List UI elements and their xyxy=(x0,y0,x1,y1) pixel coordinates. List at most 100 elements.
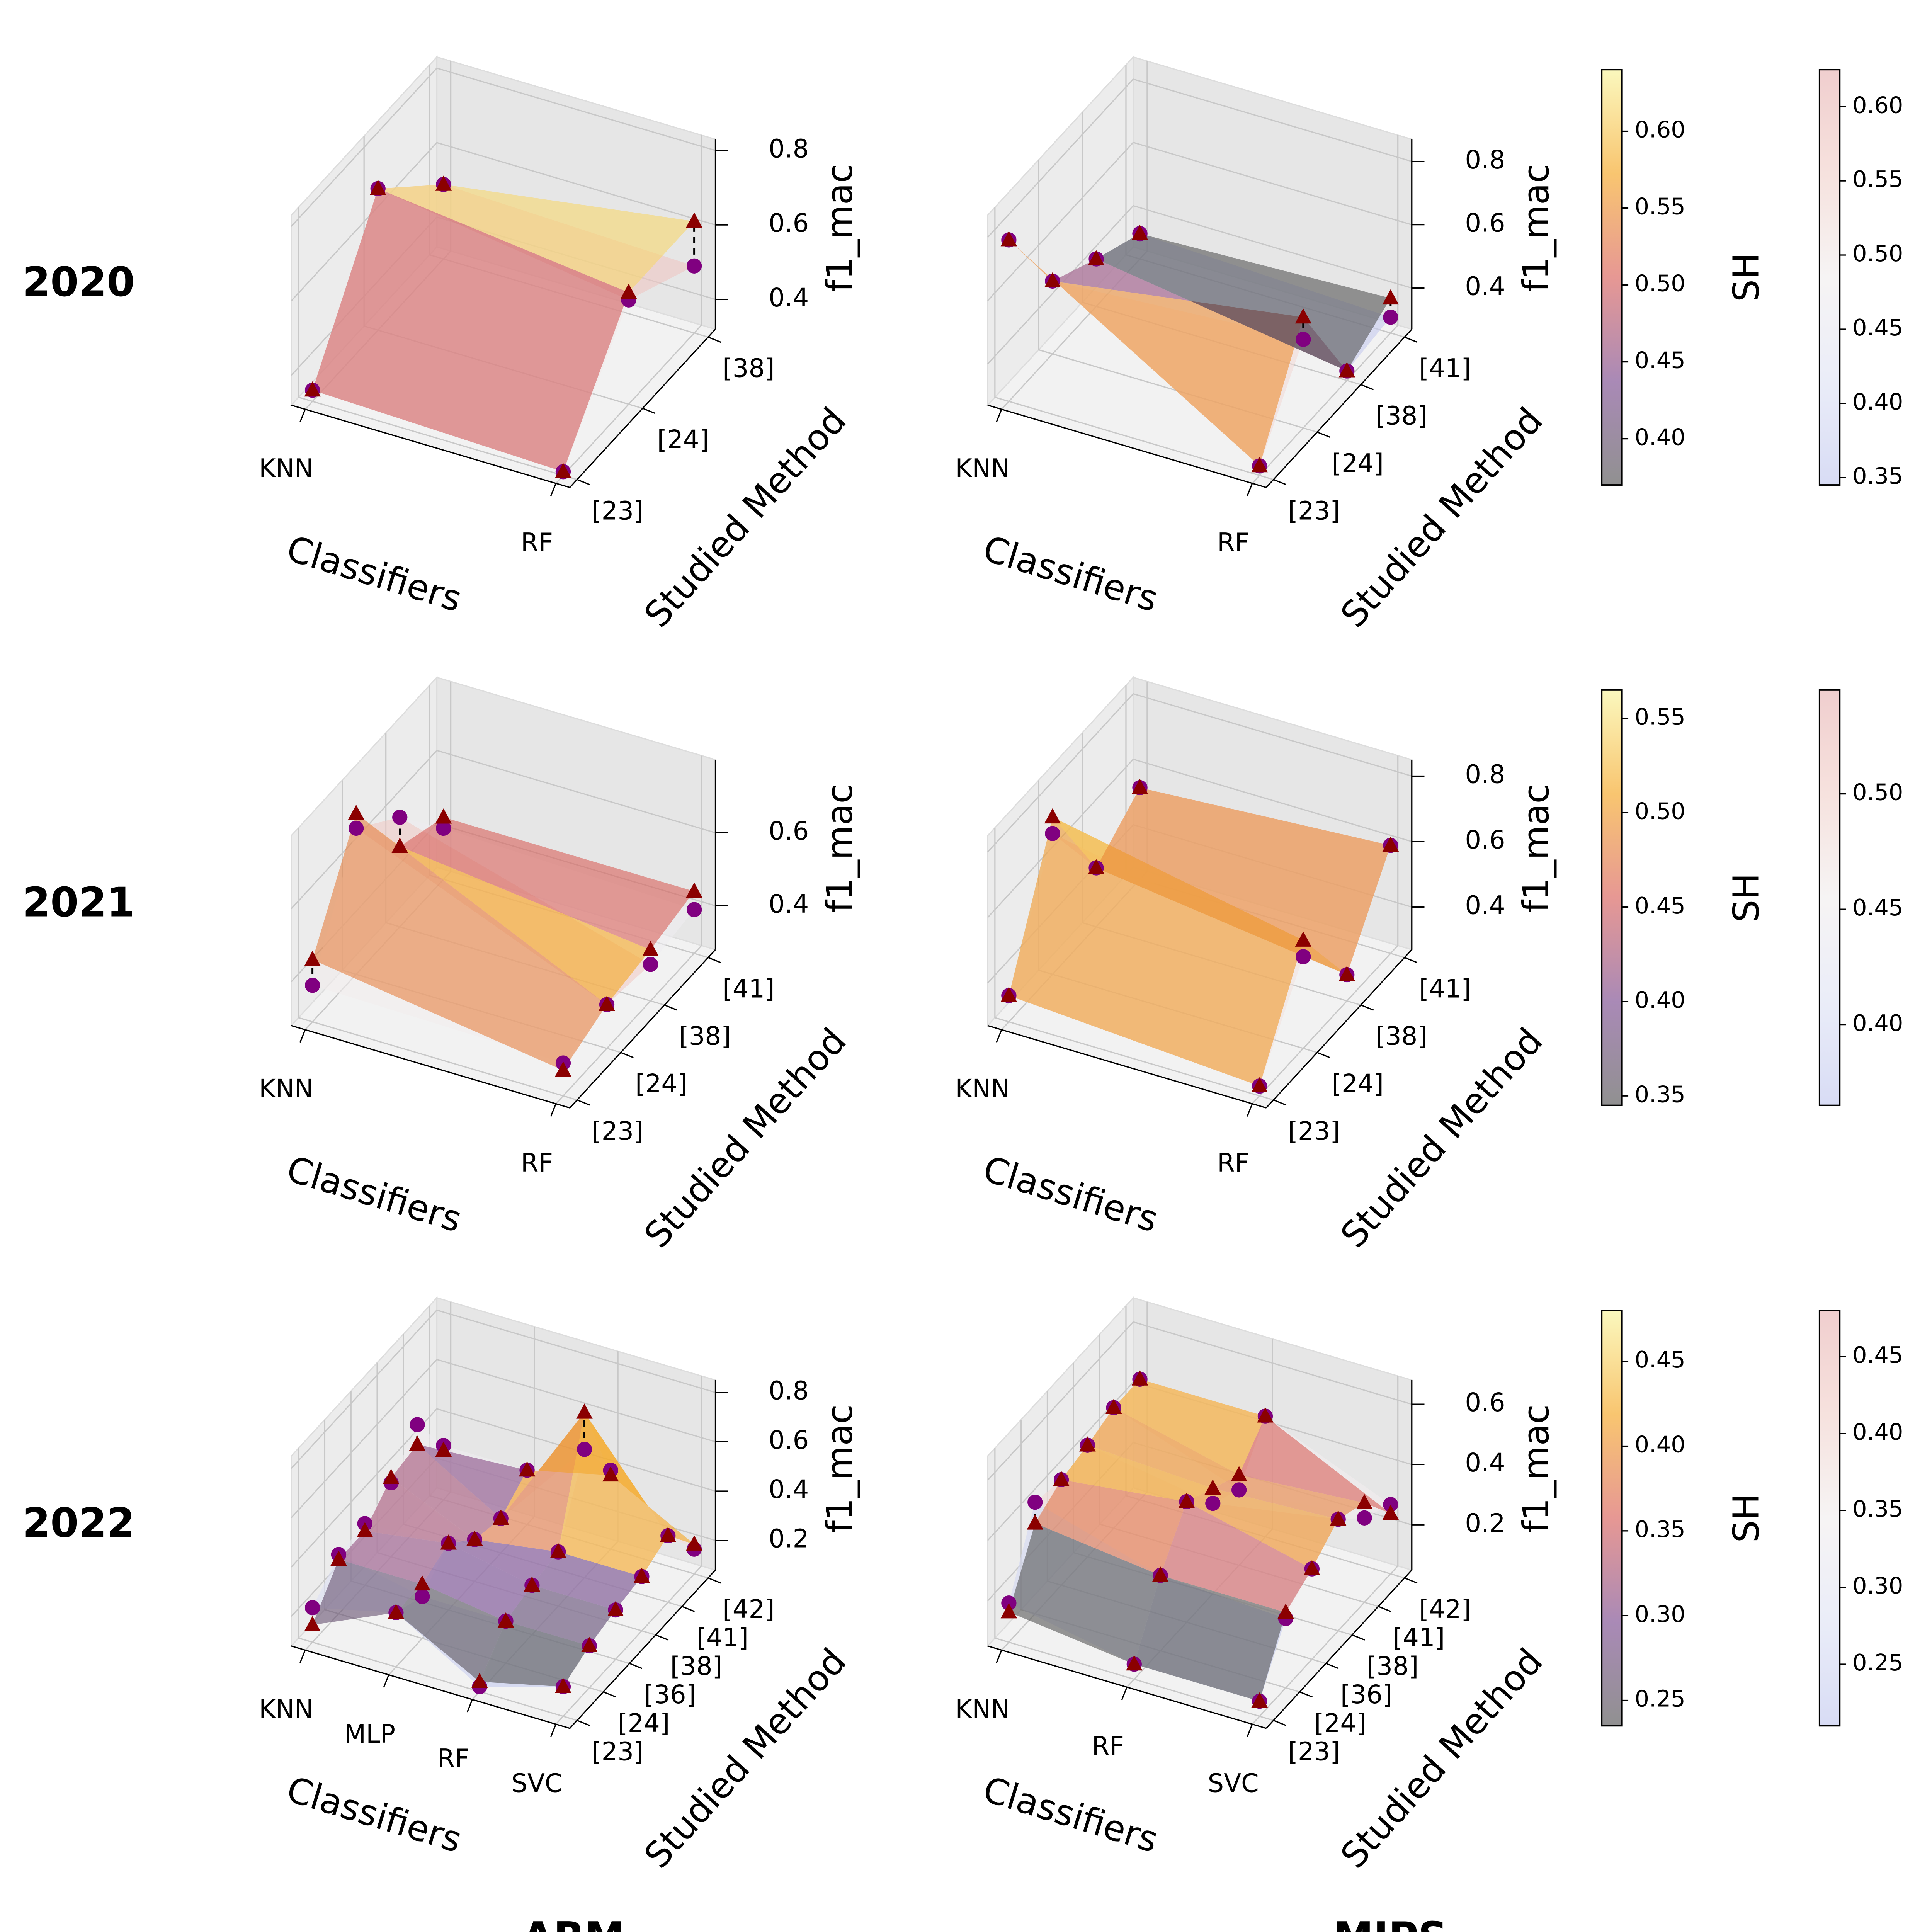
y-tick xyxy=(708,1577,721,1584)
marker-triangle xyxy=(1338,966,1355,981)
colorbar-tick-label: 0.40 xyxy=(1852,1418,1903,1445)
y-axis-label: Studied Method xyxy=(1333,1641,1551,1876)
x-tick-label: KNN xyxy=(955,454,1010,483)
surface xyxy=(1061,1445,1213,1502)
marker-triangle xyxy=(1231,1466,1247,1481)
marker-triangle xyxy=(576,1403,593,1419)
z-axis-label: f1_mac xyxy=(1515,164,1557,293)
colorbar-tick-label: 0.55 xyxy=(1852,166,1903,192)
x-tick xyxy=(996,409,1002,422)
z-tick-label: 0.2 xyxy=(769,1524,809,1554)
marker-circle xyxy=(1296,332,1311,347)
x-tick-label: KNN xyxy=(955,1074,1010,1104)
y-tick-label: [41] xyxy=(723,974,775,1003)
z-tick-label: 0.6 xyxy=(1465,1388,1505,1417)
marker-triangle xyxy=(686,212,702,228)
z-tick-label: 0.6 xyxy=(1465,825,1505,855)
y-tick-label: [23] xyxy=(592,1117,644,1146)
z-tick-label: 0.8 xyxy=(1465,760,1505,789)
marker-triangle xyxy=(304,951,321,966)
y-tick xyxy=(655,1634,669,1641)
marker-triangle xyxy=(1251,1077,1268,1093)
marker-triangle xyxy=(1000,1603,1017,1619)
y-tick-label: [24] xyxy=(618,1709,670,1738)
colorbar xyxy=(1818,689,1841,1106)
marker-triangle xyxy=(1088,250,1105,265)
marker-triangle xyxy=(1000,231,1017,247)
marker-triangle xyxy=(1382,1505,1399,1520)
z-tick-label: 0.4 xyxy=(769,283,809,313)
colorbar-tick-label: 0.50 xyxy=(1634,270,1685,297)
marker-triangle xyxy=(1277,1604,1294,1619)
x-axis xyxy=(987,405,1267,488)
y-tick-label: [23] xyxy=(1288,1117,1340,1146)
colorbar-tick-label: 0.55 xyxy=(1634,193,1685,220)
x-axis-label: Classifiers xyxy=(978,1769,1163,1861)
surface xyxy=(1134,1575,1286,1701)
surface xyxy=(532,1552,642,1610)
grid-line xyxy=(291,1309,716,1469)
marker-triangle xyxy=(1204,1479,1221,1495)
marker-triangle xyxy=(1257,1407,1274,1423)
column-label: MIPS xyxy=(1333,1913,1447,1932)
marker-triangle xyxy=(633,1568,650,1583)
grid-line xyxy=(555,135,702,484)
y-tick xyxy=(1404,957,1418,963)
y-axis xyxy=(1265,1570,1412,1729)
marker-triangle xyxy=(555,1678,571,1693)
grid-line xyxy=(994,1448,1274,1721)
colorbar-tick-label: 0.45 xyxy=(1634,892,1685,919)
row-label: 2022 xyxy=(22,1499,135,1546)
x-tick xyxy=(996,1650,1002,1663)
y-tick-label: [23] xyxy=(1288,1737,1340,1767)
marker-triangle xyxy=(1382,836,1399,852)
y-tick-label: [24] xyxy=(1332,449,1384,478)
z-tick-label: 0.6 xyxy=(1465,209,1505,238)
x-tick xyxy=(996,1029,1002,1043)
marker-triangle xyxy=(1027,1514,1044,1530)
z-tick-label: 0.6 xyxy=(769,209,809,238)
x-tick xyxy=(550,483,557,497)
x-tick-label: MLP xyxy=(344,1719,396,1749)
grid-line xyxy=(987,78,1412,238)
y-tick-label: [23] xyxy=(1288,496,1340,526)
marker-triangle xyxy=(348,804,364,820)
marker-circle xyxy=(686,902,702,917)
x-axis-label: Classifiers xyxy=(282,1148,467,1240)
x-tick xyxy=(466,1699,473,1713)
y-axis xyxy=(569,949,716,1109)
marker-triangle xyxy=(409,1435,426,1451)
z-tick-label: 0.8 xyxy=(769,134,809,163)
surface xyxy=(1213,1475,1365,1519)
z-axis-label: f1_mac xyxy=(819,164,861,293)
marker-triangle xyxy=(1178,1493,1195,1508)
marker-triangle xyxy=(524,1576,541,1592)
marker-triangle xyxy=(686,1535,702,1551)
marker-circle xyxy=(686,258,702,274)
surface xyxy=(1096,233,1391,371)
y-tick-label: [23] xyxy=(592,1737,644,1767)
grid-line xyxy=(987,759,1412,918)
marker-triangle xyxy=(1131,779,1148,794)
x-axis xyxy=(291,1645,570,1729)
x-tick xyxy=(550,1103,557,1117)
grid-line xyxy=(298,1448,577,1721)
y-tick xyxy=(1361,1004,1374,1011)
y-axis-label: Studied Method xyxy=(636,1641,854,1876)
row-label: 2020 xyxy=(22,259,135,306)
marker-circle xyxy=(436,820,451,836)
y-tick-label: [23] xyxy=(592,496,644,526)
y-tick xyxy=(1404,1577,1418,1584)
surface xyxy=(1035,1480,1187,1576)
y-tick xyxy=(1273,479,1287,485)
surface xyxy=(1239,1416,1391,1514)
y-tick xyxy=(708,336,721,343)
surface xyxy=(1160,1502,1312,1612)
colorbar-tick-label: 0.40 xyxy=(1634,1431,1685,1458)
surface xyxy=(338,1531,449,1584)
marker-circle xyxy=(304,1600,320,1616)
marker-triangle xyxy=(555,1061,571,1077)
y-axis xyxy=(569,1570,716,1729)
marker-triangle xyxy=(1131,1370,1148,1386)
z-tick-label: 0.4 xyxy=(1465,272,1505,301)
